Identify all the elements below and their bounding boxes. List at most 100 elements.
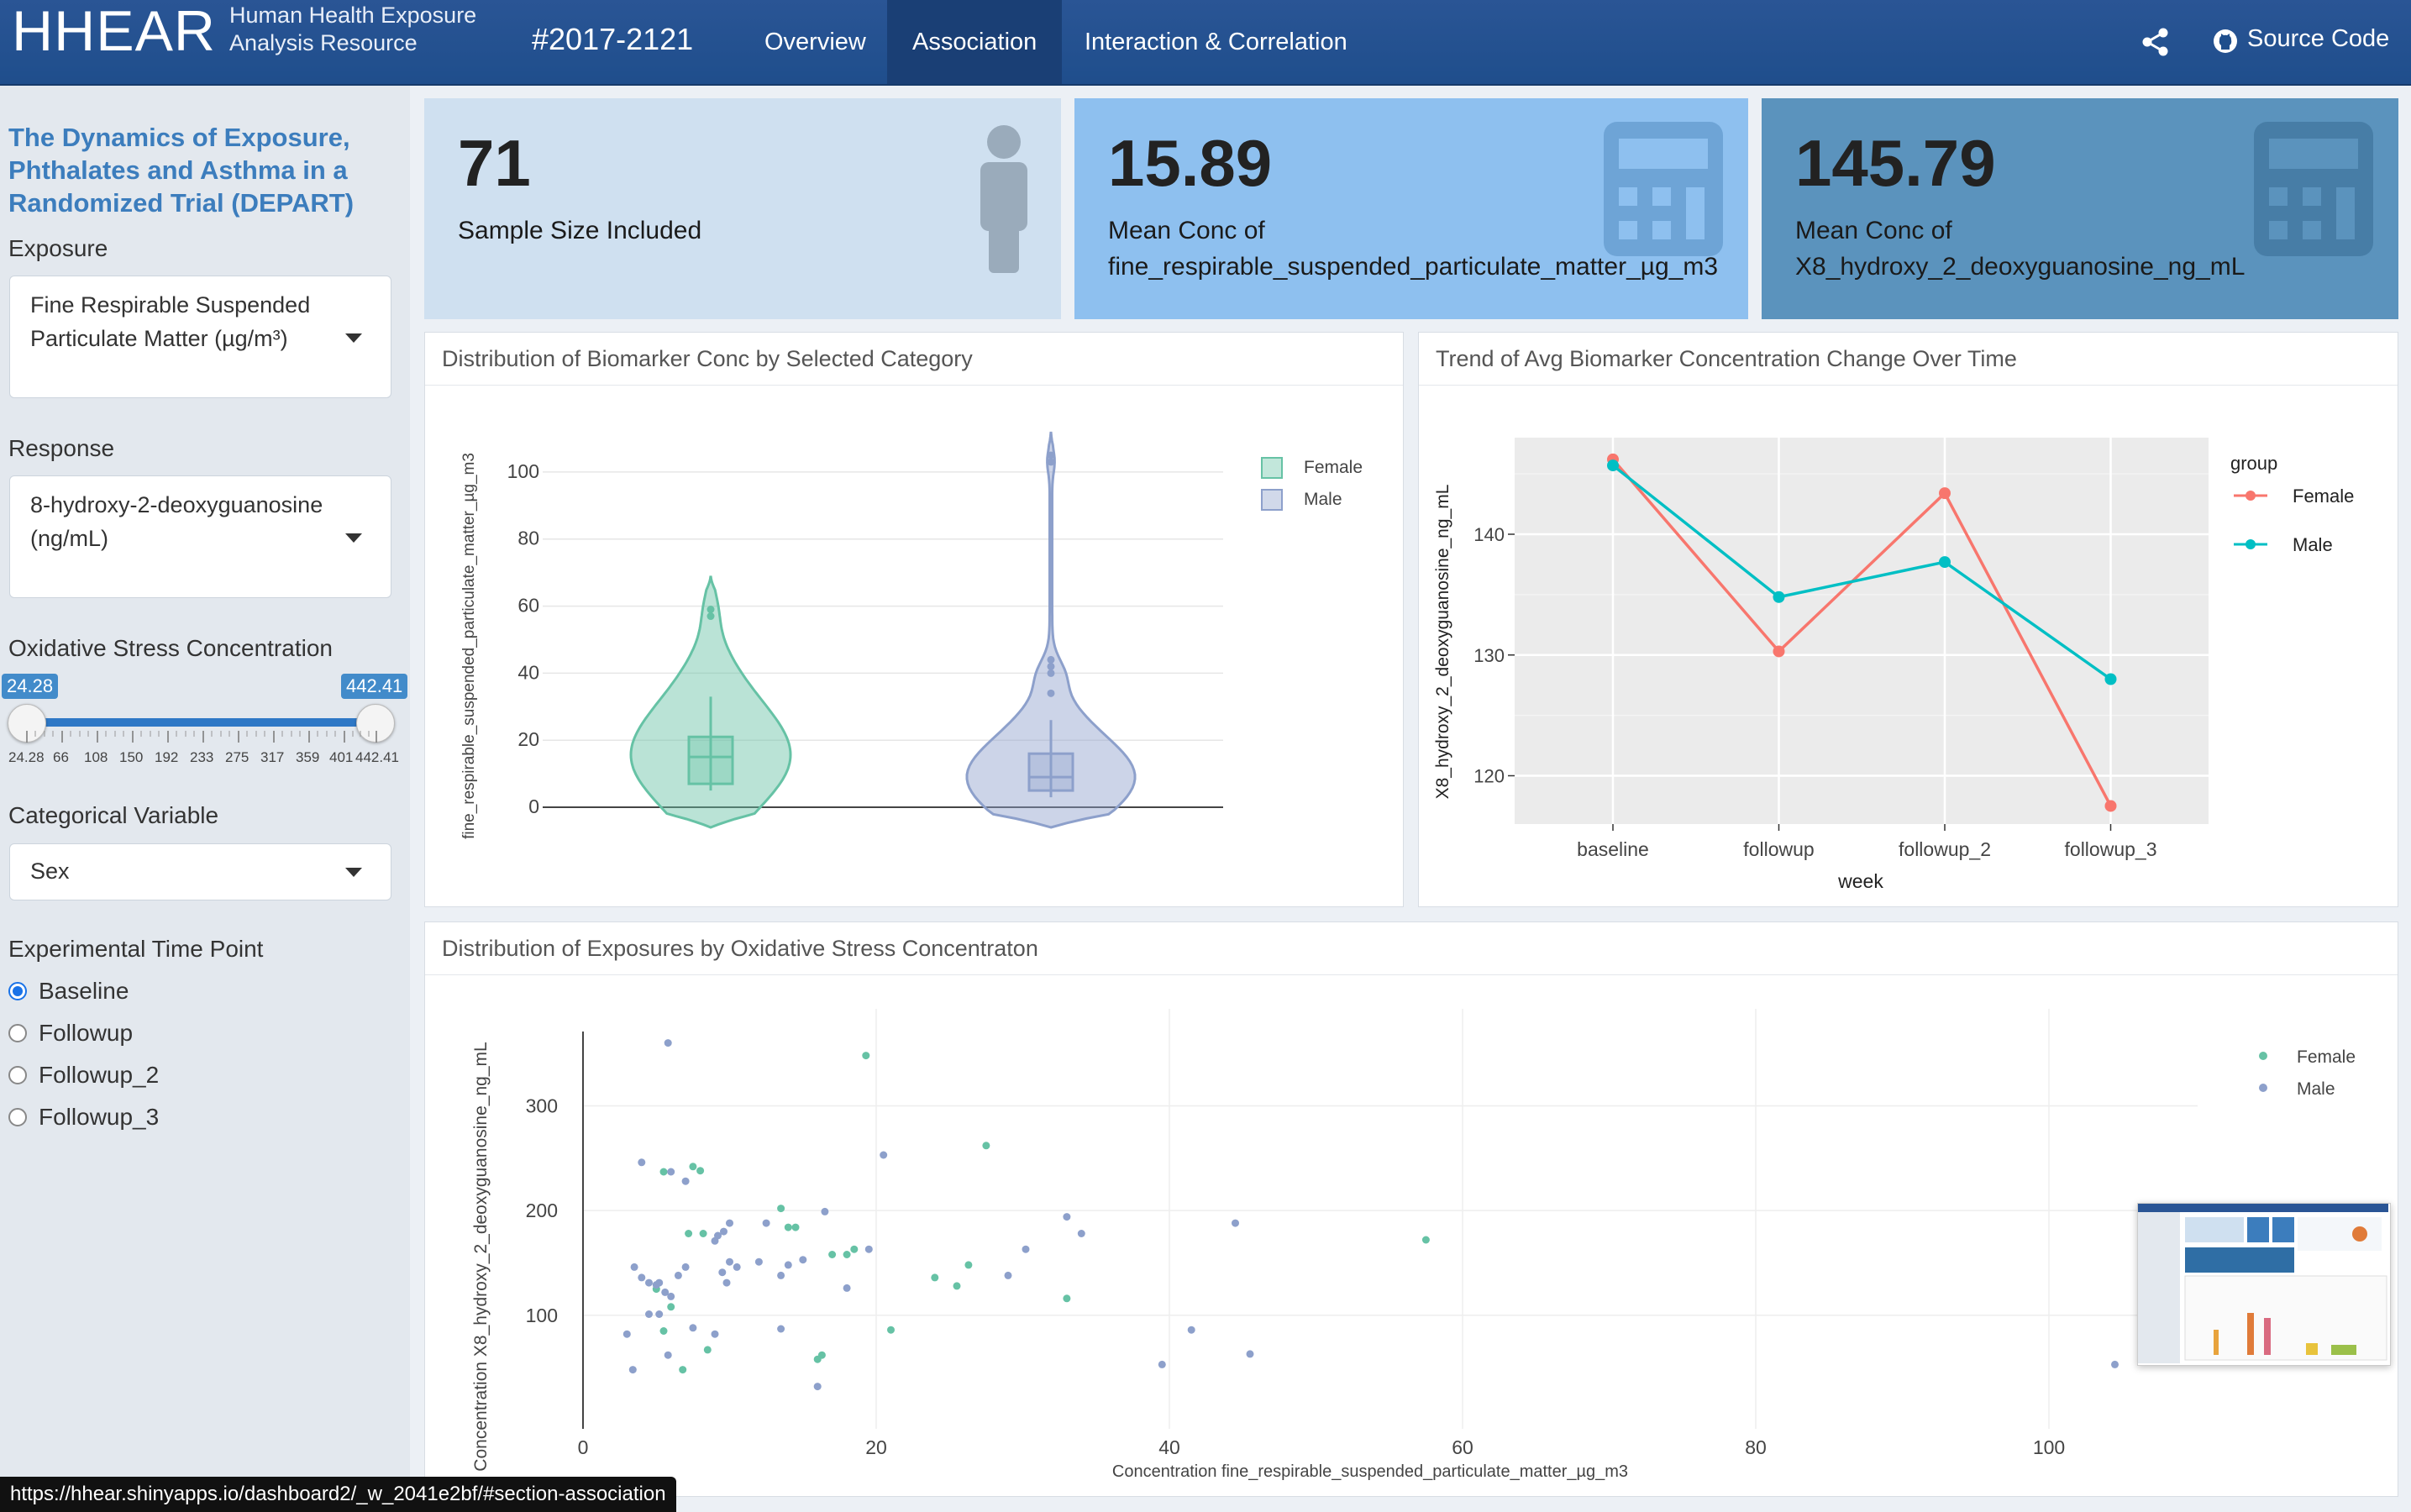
tab-association[interactable]: Association	[887, 0, 1063, 84]
scatter-point-female[interactable]	[703, 1346, 712, 1354]
scatter-point-male[interactable]	[784, 1261, 792, 1269]
categorical-variable-select[interactable]: Sex	[9, 843, 391, 900]
scatter-point-male[interactable]	[661, 1288, 670, 1296]
trend-point-male[interactable]	[1939, 556, 1951, 569]
radio-followup[interactable]: Followup	[8, 1020, 133, 1047]
violin-box-male[interactable]	[1027, 752, 1074, 792]
scatter-point-male[interactable]	[645, 1278, 653, 1287]
response-select[interactable]: 8-hydroxy-2-deoxyguanosine (ng/mL)	[9, 475, 391, 598]
scatter-point-male[interactable]	[1063, 1213, 1071, 1221]
scatter-point-male[interactable]	[1232, 1219, 1239, 1227]
scatter-point-male[interactable]	[655, 1278, 664, 1287]
scatter-point-female[interactable]	[689, 1163, 697, 1171]
scatter-point-male[interactable]	[1246, 1350, 1254, 1358]
scatter-point-female[interactable]	[679, 1366, 687, 1374]
scatter-point-male[interactable]	[622, 1330, 631, 1338]
scatter-point-female[interactable]	[1421, 1236, 1430, 1244]
trend-chart[interactable]: X8_hydroxy_2_deoxyguanosine_ng_mL week 1…	[1419, 386, 2398, 906]
scatter-point-male[interactable]	[638, 1273, 646, 1282]
scatter-point-male[interactable]	[655, 1310, 664, 1318]
scatter-point-male[interactable]	[645, 1310, 653, 1318]
scatter-point-male[interactable]	[667, 1292, 675, 1300]
scatter-point-male[interactable]	[664, 1039, 672, 1047]
scatter-point-male[interactable]	[799, 1256, 807, 1264]
scatter-point-female[interactable]	[953, 1282, 961, 1290]
github-icon[interactable]	[2213, 29, 2238, 54]
trend-point-male[interactable]	[2104, 673, 2117, 685]
scatter-point-male[interactable]	[777, 1325, 785, 1333]
trend-point-female[interactable]	[1773, 645, 1785, 658]
violin-box-female[interactable]	[687, 735, 734, 785]
scatter-point-male[interactable]	[674, 1271, 682, 1279]
scatter-point-male[interactable]	[726, 1219, 733, 1227]
radio-button[interactable]	[8, 1024, 27, 1042]
scatter-point-female[interactable]	[862, 1052, 870, 1060]
trend-point-female[interactable]	[1939, 487, 1951, 500]
scatter-point-male[interactable]	[880, 1151, 888, 1159]
scatter-point-male[interactable]	[813, 1383, 822, 1391]
radio-followup-2[interactable]: Followup_2	[8, 1062, 159, 1089]
tab-interaction-correlation[interactable]: Interaction & Correlation	[1085, 29, 1347, 55]
violin-chart[interactable]: fine_respirable_suspended_particulate_ma…	[425, 386, 1403, 906]
scatter-point-male[interactable]	[733, 1263, 741, 1271]
scatter-point-male[interactable]	[718, 1268, 727, 1277]
scatter-point-male[interactable]	[638, 1158, 646, 1167]
scatter-point-male[interactable]	[714, 1231, 722, 1240]
scatter-point-male[interactable]	[630, 1263, 638, 1271]
slider-max-handle[interactable]	[356, 704, 395, 743]
oxidative-stress-slider-track[interactable]	[25, 718, 375, 727]
scatter-point-female[interactable]	[784, 1223, 792, 1231]
trend-point-male[interactable]	[1607, 459, 1619, 472]
trend-legend[interactable]: group Female Male	[2230, 453, 2354, 555]
scatter-point-male[interactable]	[720, 1227, 728, 1236]
scatter-point-male[interactable]	[681, 1263, 690, 1271]
scatter-point-male[interactable]	[1022, 1245, 1030, 1253]
trend-point-male[interactable]	[1773, 591, 1785, 603]
trend-line-female[interactable]	[1611, 458, 2113, 807]
scatter-point-male[interactable]	[843, 1284, 851, 1292]
scatter-point-male[interactable]	[777, 1271, 785, 1279]
radio-baseline[interactable]: Baseline	[8, 978, 129, 1005]
violin-legend[interactable]: Female Male	[1261, 457, 1363, 511]
radio-button[interactable]	[8, 1066, 27, 1084]
radio-followup-3[interactable]: Followup_3	[8, 1104, 159, 1131]
scatter-point-female[interactable]	[843, 1251, 851, 1258]
scatter-point-female[interactable]	[817, 1351, 826, 1359]
source-code-link[interactable]: Source Code	[2247, 25, 2390, 52]
scatter-point-female[interactable]	[850, 1245, 859, 1253]
scatter-point-female[interactable]	[791, 1223, 800, 1231]
scatter-point-female[interactable]	[659, 1327, 668, 1335]
scatter-point-male[interactable]	[754, 1257, 763, 1266]
scatter-point-female[interactable]	[696, 1167, 705, 1175]
share-icon[interactable]	[2140, 27, 2171, 57]
scatter-point-male[interactable]	[1077, 1230, 1085, 1237]
scatter-point-male[interactable]	[2111, 1360, 2119, 1368]
tab-overview[interactable]: Overview	[764, 29, 866, 55]
brand-logo[interactable]: HHEAR Human Health Exposure Analysis Res…	[12, 2, 476, 60]
exposure-select[interactable]: Fine Respirable Suspended Particulate Ma…	[9, 276, 391, 398]
scatter-chart[interactable]: Concentration X8_hydroxy_2_deoxyguanosin…	[425, 975, 2398, 1496]
scatter-point-male[interactable]	[1187, 1326, 1195, 1334]
scatter-point-male[interactable]	[864, 1245, 873, 1253]
scatter-point-female[interactable]	[667, 1303, 675, 1311]
scatter-point-male[interactable]	[711, 1330, 719, 1338]
scatter-point-male[interactable]	[1158, 1360, 1166, 1368]
scatter-point-male[interactable]	[689, 1324, 697, 1332]
scatter-point-male[interactable]	[762, 1219, 770, 1227]
scatter-point-male[interactable]	[821, 1207, 829, 1215]
scatter-point-female[interactable]	[964, 1261, 973, 1269]
scatter-point-female[interactable]	[777, 1205, 785, 1213]
scatter-point-male[interactable]	[628, 1366, 637, 1374]
scatter-point-male[interactable]	[1004, 1271, 1012, 1279]
scatter-point-female[interactable]	[828, 1251, 837, 1258]
trend-line-male[interactable]	[1611, 464, 2112, 680]
radio-button[interactable]	[8, 982, 27, 1000]
scatter-point-female[interactable]	[931, 1273, 939, 1282]
scatter-point-female[interactable]	[887, 1326, 895, 1334]
scatter-point-female[interactable]	[685, 1230, 693, 1237]
scatter-point-female[interactable]	[699, 1230, 707, 1237]
scatter-point-male[interactable]	[722, 1278, 731, 1287]
scatter-point-male[interactable]	[726, 1257, 733, 1266]
radio-button[interactable]	[8, 1108, 27, 1126]
screenshot-thumbnail[interactable]	[2137, 1203, 2391, 1366]
